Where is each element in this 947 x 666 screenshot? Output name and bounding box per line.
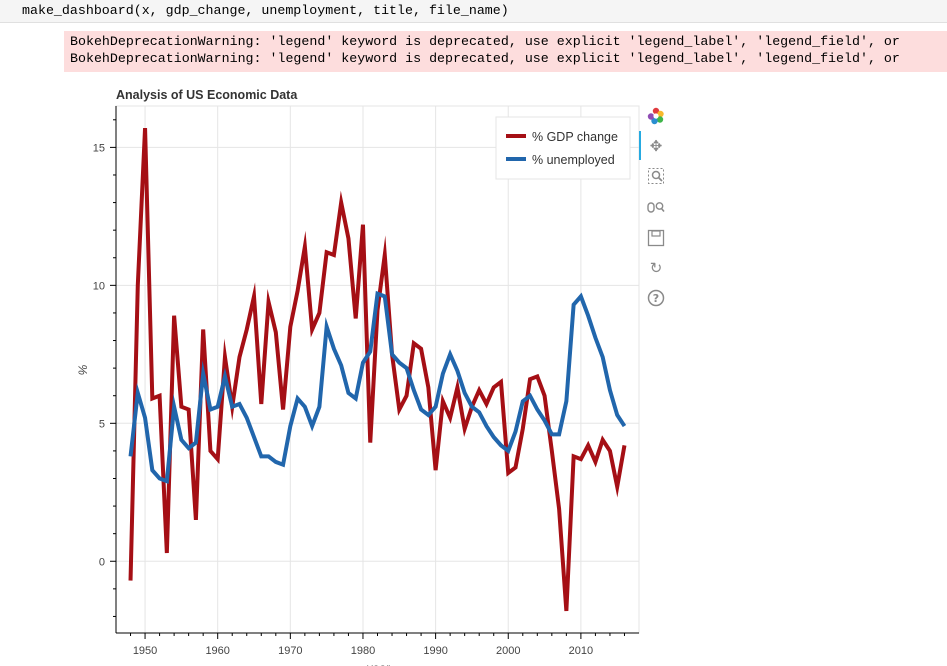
code-cell[interactable]: make_dashboard(x, gdp_change, unemployme… <box>0 0 947 23</box>
wheel-zoom-icon[interactable] <box>647 198 665 216</box>
y-tick-label: 10 <box>93 280 105 292</box>
series-line-unemployment <box>128 290 627 485</box>
legend: % GDP change % unemployed <box>495 116 631 180</box>
pan-icon[interactable]: ✥ <box>649 137 663 155</box>
active-tool-indicator <box>639 131 641 160</box>
legend-label-unemployment: % unemployed <box>532 153 615 167</box>
svg-text:?: ? <box>653 292 659 305</box>
warning-output: BokehDeprecationWarning: 'legend' keywor… <box>64 31 947 72</box>
x-tick-label: 1980 <box>351 645 375 657</box>
x-tick-label: 1960 <box>205 645 229 657</box>
x-tick-label: 2000 <box>496 645 520 657</box>
y-tick-label: 15 <box>93 142 105 154</box>
grid <box>116 106 639 633</box>
x-axis-label: year <box>365 661 390 666</box>
series-line-gdp-change <box>128 127 627 612</box>
y-axis-label: % <box>76 364 90 375</box>
legend-label-gdp: % GDP change <box>532 130 618 144</box>
x-tick-label: 1990 <box>423 645 447 657</box>
series-layer <box>128 127 627 612</box>
save-icon[interactable] <box>647 229 665 247</box>
help-icon[interactable]: ? <box>647 289 665 307</box>
reset-icon[interactable]: ↻ <box>649 259 663 277</box>
warning-line: BokehDeprecationWarning: 'legend' keywor… <box>70 51 900 66</box>
bokeh-logo-icon[interactable] <box>647 107 665 125</box>
box-zoom-icon[interactable] <box>647 167 665 185</box>
axes: 1950 1960 1970 1980 1990 2000 2010 0 5 10 15 <box>93 119 625 657</box>
x-tick-label: 1970 <box>278 645 302 657</box>
code-line: make_dashboard(x, gdp_change, unemployme… <box>22 3 509 18</box>
chart-title: Analysis of US Economic Data <box>116 88 298 102</box>
x-tick-label: 2010 <box>569 645 593 657</box>
legend-box <box>495 116 631 180</box>
y-tick-label: 5 <box>99 418 105 430</box>
x-tick-label: 1950 <box>133 645 157 657</box>
y-tick-label: 0 <box>99 556 105 568</box>
warning-line: BokehDeprecationWarning: 'legend' keywor… <box>70 34 900 49</box>
